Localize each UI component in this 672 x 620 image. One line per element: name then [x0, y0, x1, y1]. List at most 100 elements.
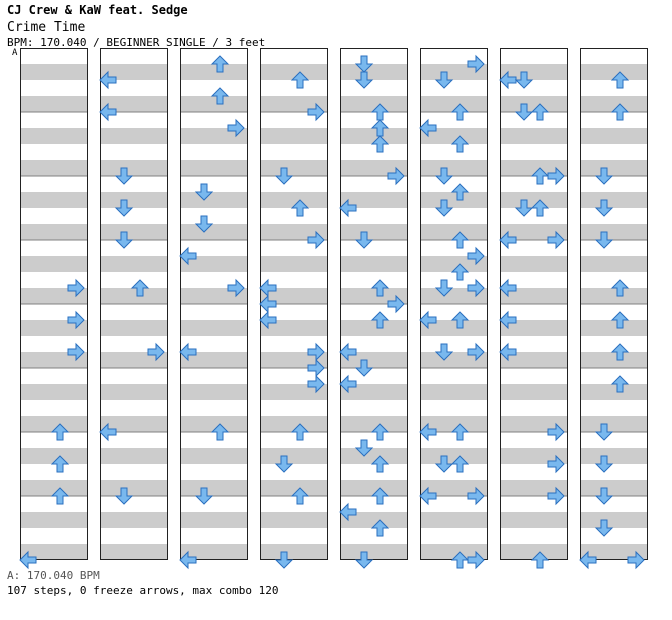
row-stripe [180, 128, 248, 144]
row-stripe [100, 256, 168, 272]
row-stripe [20, 448, 88, 464]
row-stripe [260, 544, 328, 560]
row-stripe [340, 352, 408, 368]
row-stripe [20, 320, 88, 336]
row-stripe [580, 480, 648, 496]
row-stripe [260, 384, 328, 400]
row-stripe [580, 192, 648, 208]
row-stripe [20, 96, 88, 112]
row-stripe [340, 128, 408, 144]
row-stripe [340, 416, 408, 432]
chart-meta: BPM: 170.040 / BEGINNER SINGLE / 3 feet [7, 36, 266, 49]
row-stripe [260, 96, 328, 112]
chart-column [100, 48, 168, 560]
row-stripe [100, 128, 168, 144]
row-stripe [100, 224, 168, 240]
row-stripe [100, 416, 168, 432]
row-stripe [180, 448, 248, 464]
row-stripe [260, 128, 328, 144]
row-stripe [580, 224, 648, 240]
row-stripe [420, 384, 488, 400]
row-stripe [420, 352, 488, 368]
chart-column [340, 48, 408, 560]
row-stripe [100, 544, 168, 560]
row-stripe [580, 416, 648, 432]
row-stripe [100, 448, 168, 464]
row-stripe [100, 192, 168, 208]
row-stripe [20, 160, 88, 176]
row-stripe [340, 320, 408, 336]
row-stripe [340, 512, 408, 528]
row-stripe [20, 128, 88, 144]
row-stripe [180, 224, 248, 240]
row-stripe [180, 192, 248, 208]
row-stripe [340, 480, 408, 496]
row-stripe [580, 128, 648, 144]
row-stripe [500, 320, 568, 336]
row-stripe [340, 448, 408, 464]
row-stripe [260, 416, 328, 432]
row-stripe [580, 288, 648, 304]
row-stripe [500, 288, 568, 304]
chart-column [500, 48, 568, 560]
row-stripe [100, 384, 168, 400]
row-stripe [500, 64, 568, 80]
row-stripe [340, 256, 408, 272]
row-stripe [260, 480, 328, 496]
row-stripe [340, 96, 408, 112]
row-stripe [580, 512, 648, 528]
row-stripe [100, 320, 168, 336]
row-stripe [500, 480, 568, 496]
row-stripe [340, 288, 408, 304]
row-stripe [100, 96, 168, 112]
row-stripe [260, 256, 328, 272]
row-stripe [340, 224, 408, 240]
row-stripe [20, 384, 88, 400]
row-stripe [260, 192, 328, 208]
row-stripe [180, 352, 248, 368]
row-stripe [500, 416, 568, 432]
row-stripe [20, 544, 88, 560]
row-stripe [20, 64, 88, 80]
row-stripe [340, 384, 408, 400]
row-stripe [420, 320, 488, 336]
row-stripe [20, 480, 88, 496]
row-stripe [580, 320, 648, 336]
row-stripe [580, 384, 648, 400]
step-stats: 107 steps, 0 freeze arrows, max combo 12… [7, 584, 279, 597]
row-stripe [340, 192, 408, 208]
row-stripe [580, 544, 648, 560]
row-stripe [260, 288, 328, 304]
row-stripe [180, 64, 248, 80]
row-stripe [100, 288, 168, 304]
row-stripe [580, 448, 648, 464]
artist-title: CJ Crew & KaW feat. Sedge [7, 3, 188, 17]
row-stripe [20, 224, 88, 240]
row-stripe [20, 416, 88, 432]
row-stripe [500, 448, 568, 464]
column-border [100, 48, 168, 560]
row-stripe [260, 160, 328, 176]
row-stripe [340, 160, 408, 176]
row-stripe [20, 352, 88, 368]
row-stripe [260, 352, 328, 368]
row-stripe [500, 256, 568, 272]
row-stripe [500, 384, 568, 400]
column-border [20, 48, 88, 560]
row-stripe [340, 544, 408, 560]
row-stripe [580, 352, 648, 368]
row-stripe [180, 544, 248, 560]
row-stripe [420, 448, 488, 464]
chart-column [20, 48, 88, 560]
row-stripe [500, 352, 568, 368]
row-stripe [420, 288, 488, 304]
row-stripe [420, 64, 488, 80]
song-title: Crime Time [7, 20, 86, 35]
row-stripe [100, 480, 168, 496]
row-stripe [500, 128, 568, 144]
row-stripe [500, 96, 568, 112]
chart-column [580, 48, 648, 560]
row-stripe [100, 160, 168, 176]
row-stripe [100, 64, 168, 80]
